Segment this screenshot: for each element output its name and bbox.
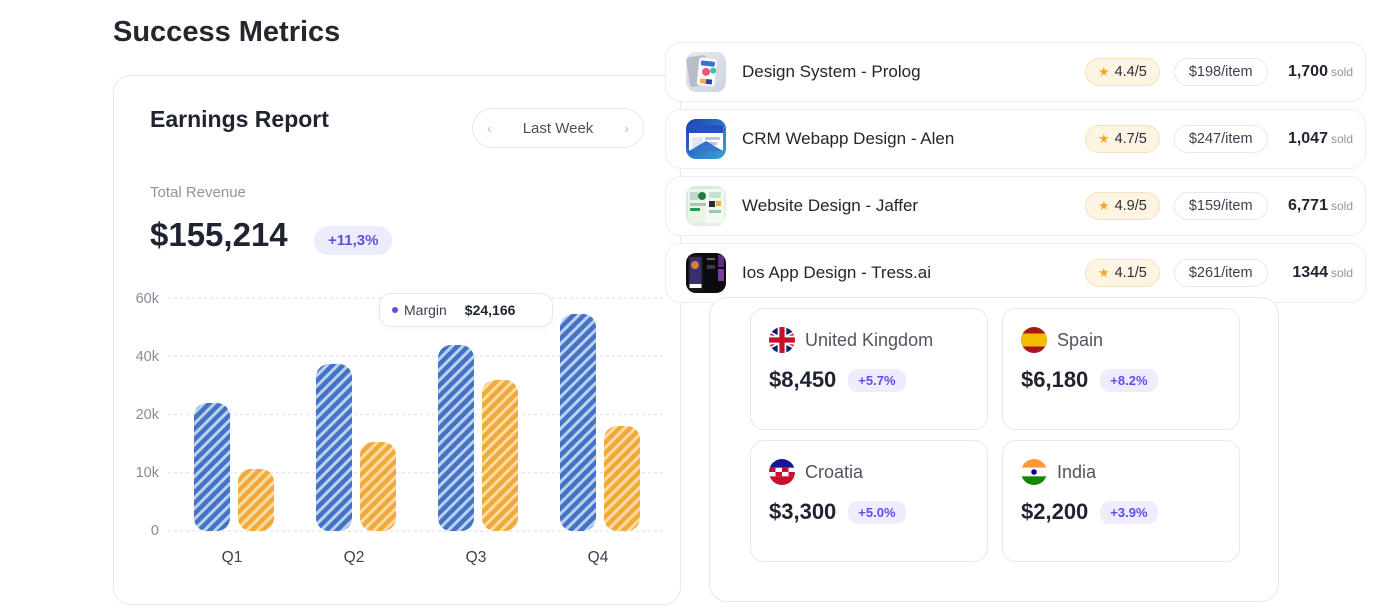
- svg-text:40k: 40k: [136, 349, 160, 365]
- svg-text:Q2: Q2: [344, 549, 365, 566]
- svg-text:20k: 20k: [136, 407, 160, 423]
- svg-text:Q4: Q4: [588, 549, 609, 566]
- svg-text:60k: 60k: [136, 291, 160, 307]
- svg-text:0: 0: [151, 523, 159, 539]
- svg-text:10k: 10k: [136, 465, 160, 481]
- svg-text:Q3: Q3: [466, 549, 487, 566]
- svg-text:Q1: Q1: [222, 549, 243, 566]
